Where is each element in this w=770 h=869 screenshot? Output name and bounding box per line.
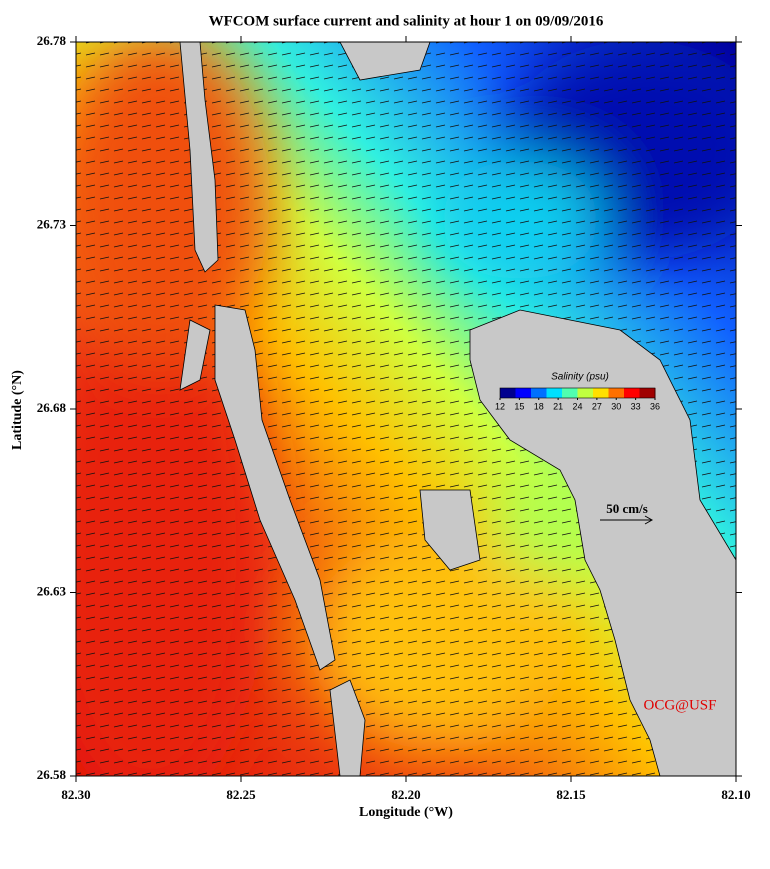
colorbar-swatch [515, 388, 532, 398]
salinity-field [76, 42, 736, 776]
colorbar-swatch [562, 388, 578, 398]
colorbar-tick-label: 15 [514, 401, 524, 411]
colorbar-swatch [593, 388, 609, 398]
y-tick-label: 26.58 [37, 767, 67, 782]
colorbar-tick-label: 36 [650, 401, 660, 411]
colorbar-swatch [500, 388, 516, 398]
colorbar-tick-label: 24 [572, 401, 582, 411]
credit: OCG@USF [643, 697, 716, 713]
colorbar-swatch [639, 388, 656, 398]
y-axis-label: Latitude (°N) [10, 370, 25, 450]
colorbar-tick-label: 21 [553, 401, 563, 411]
scale-arrow-head [644, 515, 654, 525]
y-tick-label: 26.63 [37, 583, 67, 598]
title: WFCOM surface current and salinity at ho… [209, 13, 604, 29]
y-tick-label: 26.68 [37, 400, 67, 415]
y-tick-label: 26.73 [37, 216, 67, 231]
x-tick-label: 82.20 [391, 787, 420, 802]
x-tick-label: 82.15 [556, 787, 586, 802]
colorbar-swatch [608, 388, 625, 398]
land [179, 42, 736, 776]
colorbar-tick-label: 18 [534, 401, 544, 411]
colorbar-tick-label: 27 [592, 401, 602, 411]
colorbar-swatch [577, 388, 594, 398]
colorbar-swatch [546, 388, 563, 398]
colorbar-tick-label: 12 [495, 401, 505, 411]
colorbar-tick-label: 33 [631, 401, 641, 411]
x-tick-label: 82.30 [61, 787, 90, 802]
colorbar-label: Salinity (psu) [551, 372, 609, 383]
x-axis-label: Longitude (°W) [359, 805, 453, 820]
colorbar-swatch [624, 388, 640, 398]
y-tick-label: 26.78 [37, 33, 67, 48]
scale-label: 50 cm/s [606, 501, 648, 516]
x-tick-label: 82.25 [226, 787, 256, 802]
x-tick-label: 82.10 [721, 787, 750, 802]
colorbar-swatch [531, 388, 547, 398]
colorbar-tick-label: 30 [611, 401, 621, 411]
